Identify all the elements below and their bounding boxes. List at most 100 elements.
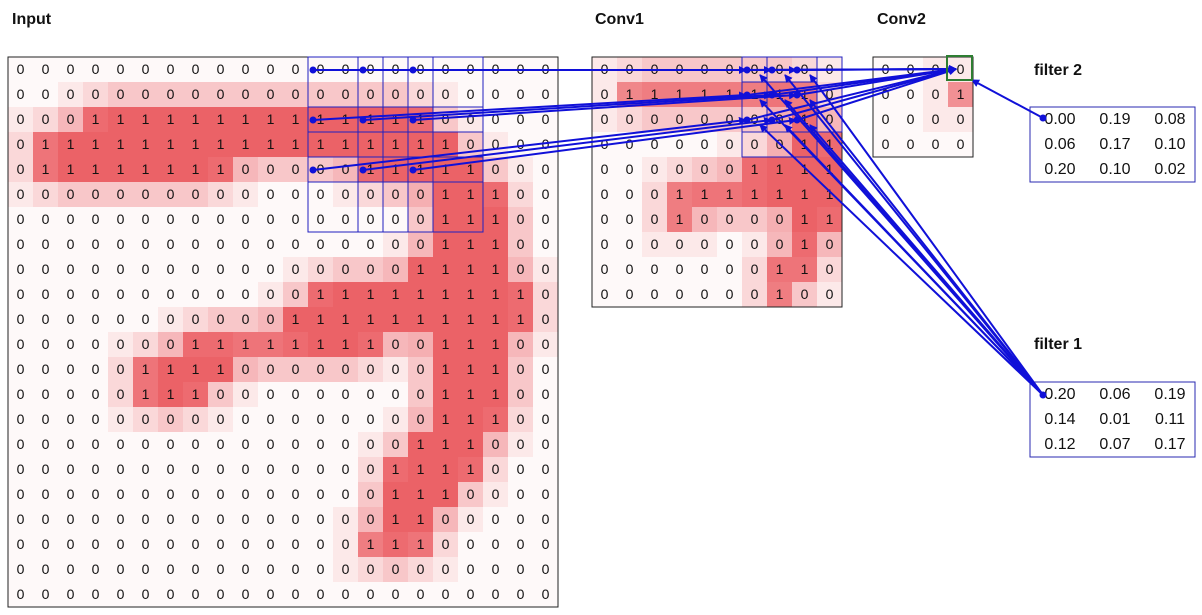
cell-bg bbox=[33, 132, 58, 157]
cell-bg bbox=[458, 432, 483, 457]
cell-bg bbox=[408, 207, 433, 232]
cell-bg bbox=[433, 332, 458, 357]
dot bbox=[768, 66, 776, 74]
cell-value: 0 bbox=[267, 411, 275, 427]
cell-value: 1 bbox=[42, 136, 50, 152]
cell-value: 0 bbox=[542, 236, 550, 252]
dot bbox=[1039, 114, 1047, 122]
dot bbox=[768, 91, 776, 99]
cell-bg bbox=[817, 182, 842, 207]
cell-bg bbox=[692, 232, 717, 257]
cell-bg bbox=[233, 132, 258, 157]
dot bbox=[309, 116, 317, 124]
cell-value: 0 bbox=[651, 211, 659, 227]
cell-bg bbox=[408, 282, 433, 307]
cell-bg bbox=[308, 132, 333, 157]
cell-value: 0 bbox=[442, 511, 450, 527]
cell-value: 0 bbox=[67, 286, 75, 302]
cell-bg bbox=[408, 457, 433, 482]
filter-value: 0.10 bbox=[1154, 136, 1185, 153]
cell-value: 0 bbox=[317, 86, 325, 102]
cell-bg bbox=[742, 232, 767, 257]
cell-bg bbox=[433, 232, 458, 257]
cell-value: 0 bbox=[317, 261, 325, 277]
cell-bg bbox=[433, 557, 458, 582]
cell-value: 0 bbox=[217, 186, 225, 202]
cell-bg bbox=[433, 382, 458, 407]
cell-value: 0 bbox=[517, 461, 525, 477]
cell-value: 1 bbox=[467, 286, 475, 302]
connector bbox=[362, 116, 772, 171]
cell-value: 0 bbox=[242, 511, 250, 527]
cell-bg bbox=[667, 182, 692, 207]
cell-bg bbox=[458, 382, 483, 407]
window bbox=[357, 106, 434, 183]
cell-value: 0 bbox=[542, 136, 550, 152]
cell-value: 1 bbox=[442, 336, 450, 352]
cell-bg bbox=[158, 332, 183, 357]
cell-bg bbox=[383, 232, 408, 257]
cell-value: 0 bbox=[517, 211, 525, 227]
dot bbox=[359, 116, 367, 124]
cell-value: 0 bbox=[217, 536, 225, 552]
cell-value: 0 bbox=[117, 336, 125, 352]
cell-value: 0 bbox=[317, 511, 325, 527]
cell-value: 0 bbox=[17, 111, 25, 127]
cell-value: 0 bbox=[467, 561, 475, 577]
cell-value: 0 bbox=[367, 236, 375, 252]
cell-bg bbox=[333, 132, 358, 157]
cell-value: 0 bbox=[317, 211, 325, 227]
cell-bg bbox=[108, 182, 133, 207]
cell-value: 0 bbox=[167, 286, 175, 302]
dot bbox=[768, 116, 776, 124]
cell-value: 0 bbox=[217, 436, 225, 452]
cell-value: 0 bbox=[367, 436, 375, 452]
cell-bg bbox=[742, 157, 767, 182]
cell-value: 1 bbox=[367, 311, 375, 327]
cell-value: 0 bbox=[601, 261, 609, 277]
cell-value: 0 bbox=[267, 361, 275, 377]
cell-value: 0 bbox=[726, 111, 734, 127]
cell-bg bbox=[58, 132, 83, 157]
window bbox=[407, 156, 484, 233]
connector bbox=[809, 99, 1044, 396]
cell-value: 1 bbox=[701, 86, 709, 102]
cell-value: 0 bbox=[882, 111, 890, 127]
cell-bg bbox=[742, 182, 767, 207]
cell-bg bbox=[333, 507, 358, 532]
cell-value: 0 bbox=[542, 311, 550, 327]
cell-value: 0 bbox=[292, 411, 300, 427]
cell-value: 0 bbox=[42, 61, 50, 77]
cell-value: 0 bbox=[342, 86, 350, 102]
cell-bg bbox=[183, 182, 208, 207]
cell-value: 0 bbox=[192, 86, 200, 102]
cell-value: 0 bbox=[517, 111, 525, 127]
cell-value: 0 bbox=[826, 236, 834, 252]
cell-value: 1 bbox=[142, 386, 150, 402]
cell-bg bbox=[158, 407, 183, 432]
cell-value: 0 bbox=[826, 261, 834, 277]
cell-value: 0 bbox=[267, 236, 275, 252]
cell-bg bbox=[742, 207, 767, 232]
cell-bg bbox=[283, 332, 308, 357]
cell-value: 0 bbox=[117, 461, 125, 477]
cell-bg bbox=[358, 457, 383, 482]
cell-value: 1 bbox=[417, 311, 425, 327]
cell-value: 0 bbox=[167, 186, 175, 202]
selected-cell bbox=[946, 55, 973, 81]
cell-value: 0 bbox=[142, 61, 150, 77]
cell-value: 0 bbox=[726, 261, 734, 277]
cell-bg bbox=[667, 207, 692, 232]
cell-value: 1 bbox=[392, 511, 400, 527]
cell-value: 0 bbox=[167, 261, 175, 277]
cell-bg bbox=[792, 182, 817, 207]
filter-value: 0.19 bbox=[1154, 386, 1185, 403]
cell-value: 0 bbox=[17, 161, 25, 177]
cell-value: 0 bbox=[626, 186, 634, 202]
cell-value: 0 bbox=[392, 186, 400, 202]
cell-value: 1 bbox=[317, 311, 325, 327]
cell-value: 0 bbox=[67, 236, 75, 252]
cell-value: 1 bbox=[92, 136, 100, 152]
cell-bg bbox=[158, 82, 183, 107]
cell-bg bbox=[183, 107, 208, 132]
